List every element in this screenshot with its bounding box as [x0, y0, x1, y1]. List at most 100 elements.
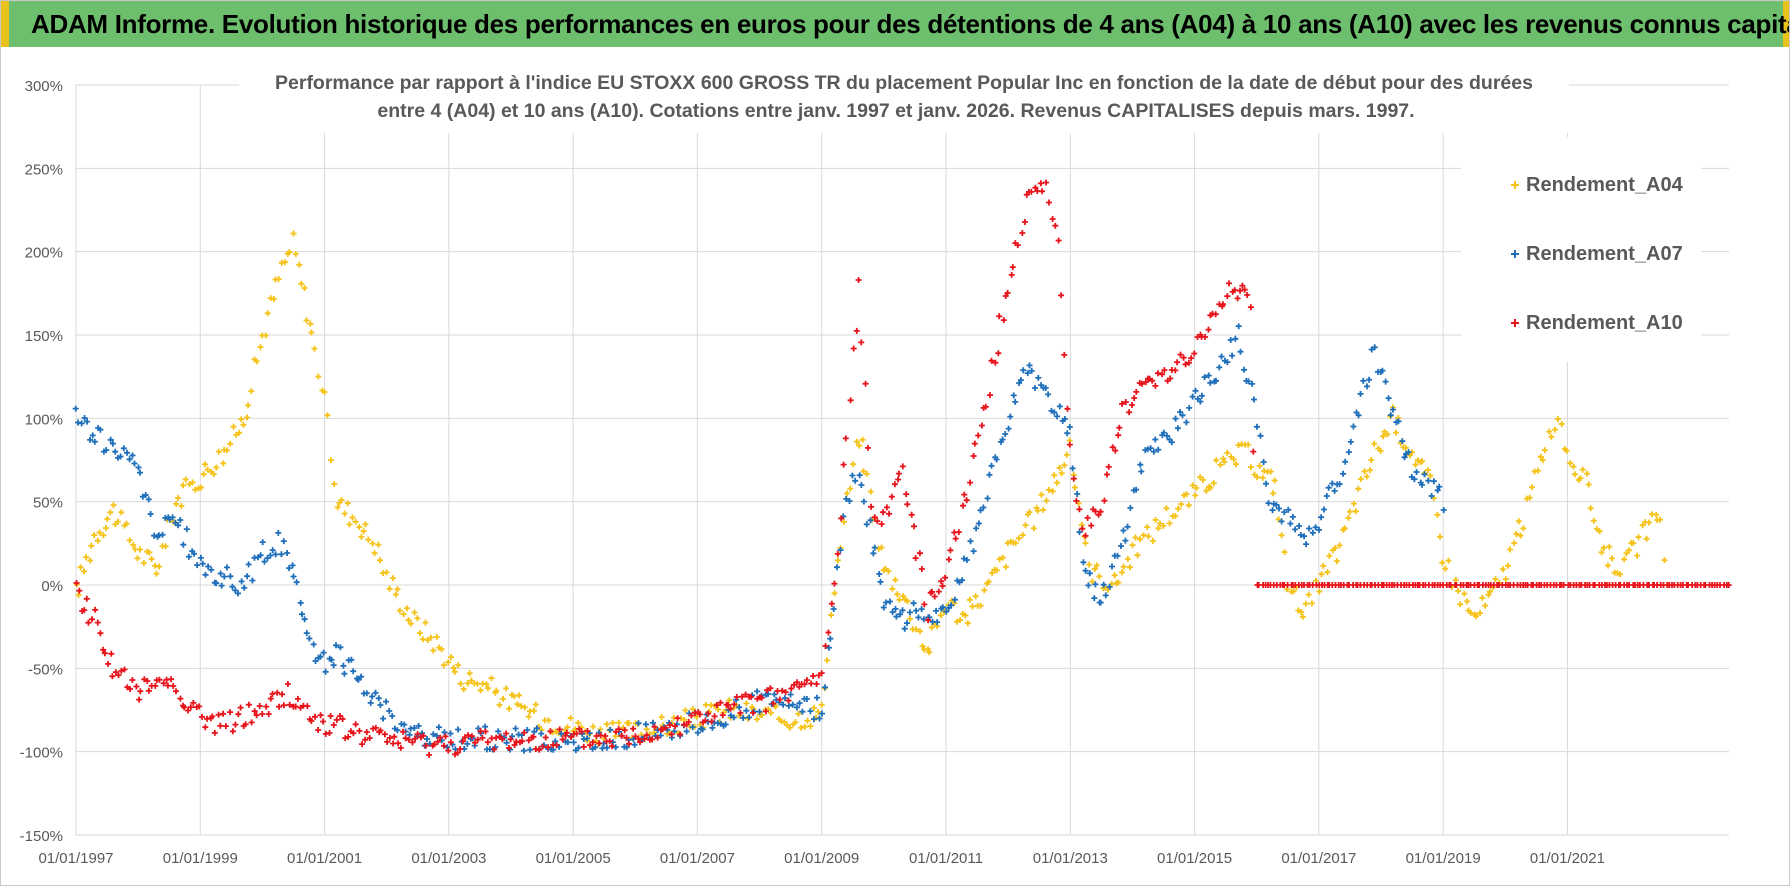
- series-point: [308, 712, 337, 737]
- series-point: [943, 577, 966, 615]
- series-point: [1452, 576, 1474, 616]
- series-point: [842, 327, 860, 442]
- series-point: [221, 564, 245, 597]
- series-point: [539, 726, 575, 751]
- series-point: [308, 329, 326, 394]
- series-point: [110, 502, 139, 553]
- series-point: [92, 606, 115, 667]
- series-point: [831, 461, 847, 587]
- series-point: [383, 698, 413, 738]
- series-point: [1283, 584, 1306, 620]
- series-point: [788, 672, 822, 692]
- series-point: [1242, 441, 1258, 478]
- series-point: [1285, 506, 1308, 540]
- series-point: [72, 405, 107, 455]
- y-tick-label: 250%: [25, 161, 63, 178]
- series-point: [352, 518, 376, 547]
- series-point: [333, 713, 363, 742]
- series-point: [900, 593, 928, 653]
- series-point: [321, 389, 338, 488]
- chart-plot: 300%250%200%150%100%50%0%-50%-100%-150% …: [20, 61, 1732, 867]
- series-point: [1316, 480, 1338, 533]
- banner-title: ADAM Informe. Evolution historique des p…: [31, 9, 1790, 39]
- series-point: [1116, 380, 1145, 431]
- series-point: [73, 580, 95, 626]
- series-point: [1111, 556, 1133, 587]
- series-point: [818, 600, 835, 677]
- series-point: [185, 699, 214, 731]
- series-point: [1689, 582, 1730, 588]
- series-point: [1302, 577, 1319, 607]
- series-point: [433, 633, 462, 675]
- series-point: [1066, 424, 1083, 536]
- x-tick-label: 01/01/2019: [1406, 850, 1481, 867]
- series-point: [91, 509, 114, 544]
- series-point: [602, 725, 637, 750]
- series-point: [1086, 561, 1115, 593]
- series-Rendement_A04: [73, 230, 1671, 747]
- series-point: [1472, 588, 1493, 620]
- series-point: [1352, 457, 1375, 515]
- series-point: [1129, 516, 1163, 559]
- series-point: [830, 513, 847, 612]
- chart-title-line-1: Performance par rapport à l'indice EU ST…: [275, 72, 1533, 94]
- legend-marker: [1511, 181, 1519, 189]
- series-point: [259, 276, 282, 339]
- series-point: [334, 496, 356, 528]
- series-point: [1316, 582, 1351, 588]
- series-point: [1048, 403, 1071, 437]
- series-point: [235, 701, 263, 729]
- series-point: [961, 403, 989, 504]
- series-point: [1440, 582, 1474, 588]
- y-tick-label: 0%: [41, 578, 63, 595]
- series-point: [1024, 362, 1052, 398]
- legend: Rendement_A04 Rendement_A07 Rendement_A10: [1511, 174, 1684, 334]
- series-point: [1502, 582, 1537, 588]
- series-point: [259, 529, 282, 565]
- series-point: [725, 691, 761, 716]
- series-point: [1378, 582, 1413, 588]
- series-point: [1371, 344, 1394, 419]
- x-tick-label: 01/01/2009: [784, 850, 859, 867]
- legend-label: Rendement_A07: [1526, 243, 1683, 265]
- series-point: [1389, 406, 1412, 461]
- series-point: [457, 670, 486, 694]
- series-point: [136, 676, 163, 703]
- x-tick-label: 01/01/2005: [536, 850, 611, 867]
- series-point: [818, 612, 835, 708]
- title-banner: ADAM Informe. Evolution historique des p…: [1, 1, 1790, 47]
- series-point: [1333, 500, 1357, 565]
- x-tick-label: 01/01/2001: [287, 850, 362, 867]
- series-Rendement_A07: [72, 323, 1447, 754]
- series-point: [333, 642, 362, 683]
- series-point: [359, 724, 388, 748]
- series-point: [1055, 237, 1071, 412]
- series-point: [695, 699, 730, 726]
- series-point: [1552, 416, 1568, 452]
- y-tick-label: 100%: [25, 411, 63, 428]
- series-point: [1621, 534, 1642, 563]
- series-point: [384, 728, 419, 751]
- series-point: [1192, 457, 1220, 499]
- y-tick-label: 50%: [33, 495, 63, 512]
- x-axis-ticks: 01/01/1997 01/01/1999 01/01/2001 01/01/2003…: [38, 850, 1605, 867]
- series-point: [1502, 518, 1524, 583]
- series-point: [477, 728, 512, 753]
- series-point: [135, 464, 158, 539]
- series-point: [880, 470, 902, 517]
- series-point: [662, 709, 699, 738]
- series-point: [172, 517, 201, 569]
- series-point: [786, 704, 822, 731]
- series-point: [1160, 482, 1196, 529]
- series-point: [942, 502, 966, 581]
- series-point: [1066, 437, 1089, 547]
- x-tick-label: 01/01/1999: [163, 850, 238, 867]
- series-point: [1043, 179, 1059, 229]
- series-point: [1265, 500, 1288, 525]
- series-point: [868, 503, 885, 528]
- series-point: [1563, 447, 1586, 483]
- series-point: [1353, 346, 1375, 419]
- x-tick-label: 01/01/2015: [1157, 850, 1232, 867]
- series-point: [843, 472, 859, 504]
- title-backdrop: [239, 61, 1569, 133]
